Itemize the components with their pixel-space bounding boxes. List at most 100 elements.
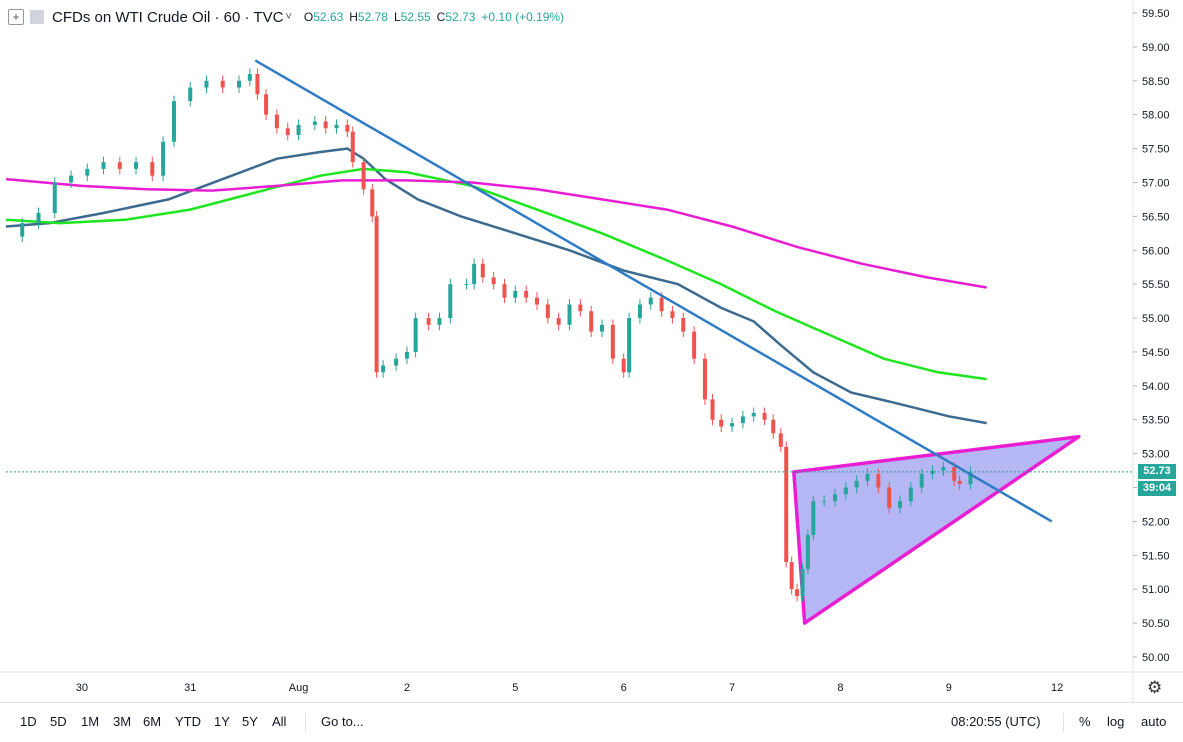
candle-body <box>930 470 935 474</box>
last-price-tag: 52.73 <box>1138 463 1176 479</box>
y-tick-label: 55.00 <box>1142 313 1170 325</box>
candle-body <box>370 189 375 217</box>
range-5d-button[interactable]: 5D <box>50 714 67 729</box>
candle-body <box>204 80 209 88</box>
range-1d-button[interactable]: 1D <box>20 714 37 729</box>
clock-readout[interactable]: 08:20:55 (UTC) <box>951 714 1041 729</box>
y-tick-label: 56.00 <box>1142 245 1170 257</box>
candle-body <box>491 277 496 285</box>
candle-body <box>161 141 166 176</box>
candle-body <box>762 412 767 420</box>
candle-body <box>789 562 794 590</box>
candle-body <box>334 124 339 129</box>
log-scale-button[interactable]: log <box>1107 714 1125 729</box>
candle-body <box>285 128 290 136</box>
candle-body <box>854 480 859 488</box>
candle-body <box>394 358 399 366</box>
range-1m-button[interactable]: 1M <box>81 714 100 729</box>
candle-body <box>681 318 686 332</box>
candle-body <box>171 101 176 142</box>
candle-body <box>255 74 260 95</box>
candle-body <box>710 399 715 420</box>
x-tick-label: 30 <box>76 682 88 694</box>
candle-body <box>188 87 193 102</box>
candle-body <box>784 446 789 563</box>
percent-scale-button[interactable]: % <box>1079 714 1091 729</box>
candle-body <box>822 501 827 503</box>
x-tick-label: 7 <box>729 682 735 694</box>
candle-body <box>811 501 816 535</box>
candle-body <box>101 162 106 169</box>
candle-body <box>778 433 783 447</box>
candle-body <box>659 297 664 312</box>
add-symbol-icon[interactable]: + <box>8 9 24 25</box>
candle-body <box>919 473 924 488</box>
auto-scale-button[interactable]: auto <box>1141 714 1167 729</box>
candle-body <box>952 467 957 481</box>
symbol-title[interactable]: CFDs on WTI Crude Oil · 60 · TVC <box>52 8 284 26</box>
candle-body <box>670 311 675 319</box>
candle-body <box>404 351 409 359</box>
candle-body <box>957 480 962 485</box>
x-tick-label: 12 <box>1051 682 1063 694</box>
y-tick-label: 53.00 <box>1142 449 1170 461</box>
y-tick-label: 59.50 <box>1142 8 1170 20</box>
candle-body <box>236 80 241 88</box>
candle-body <box>968 471 973 485</box>
candle-body <box>524 290 529 298</box>
chevron-down-icon[interactable]: ˅ <box>285 11 292 23</box>
y-tick-label: 57.50 <box>1142 144 1170 156</box>
countdown-tag: 39:04 <box>1138 480 1176 496</box>
hide-legend-icon[interactable] <box>30 10 44 24</box>
candle-body <box>795 589 800 596</box>
y-tick-label: 54.50 <box>1142 347 1170 359</box>
x-tick-label: 6 <box>621 682 627 694</box>
gear-icon[interactable]: ⚙ <box>1147 678 1163 697</box>
range-ytd-button[interactable]: YTD <box>175 714 201 729</box>
ma-mid-line[interactable] <box>5 167 987 381</box>
y-tick-label: 51.50 <box>1142 550 1170 562</box>
candle-body <box>134 162 139 169</box>
bottom-toolbar: 1D 5D 1M 3M 6M YTD 1Y 5Y All Go to... 08… <box>0 702 1183 742</box>
y-tick-label: 52.00 <box>1142 516 1170 528</box>
candle-body <box>771 419 776 434</box>
candle-body <box>740 416 745 424</box>
go-to-button[interactable]: Go to... <box>321 714 364 729</box>
candle-body <box>545 304 550 319</box>
candle-body <box>220 80 225 88</box>
candle-body <box>751 412 756 417</box>
ma-fast-line[interactable] <box>5 147 987 425</box>
range-6m-button[interactable]: 6M <box>143 714 162 729</box>
candle-body <box>413 318 418 352</box>
range-1y-button[interactable]: 1Y <box>214 714 230 729</box>
trendline[interactable] <box>254 59 1053 523</box>
range-5y-button[interactable]: 5Y <box>242 714 258 729</box>
candle-body <box>702 358 707 400</box>
candle-body <box>692 331 697 359</box>
low-value: L52.55 <box>393 10 431 24</box>
change-value: +0.10 (+0.19%) <box>481 10 565 24</box>
candle-body <box>345 124 350 132</box>
candle-body <box>296 124 301 136</box>
high-value: H52.78 <box>349 10 388 24</box>
y-tick-label: 50.50 <box>1142 618 1170 630</box>
candle-body <box>800 568 805 596</box>
candle-body <box>578 304 583 312</box>
x-tick-label: Aug <box>289 682 309 694</box>
y-tick-label: 55.50 <box>1142 279 1170 291</box>
x-tick-label: 31 <box>184 682 196 694</box>
x-tick-label: 9 <box>946 682 952 694</box>
candle-body <box>502 284 507 298</box>
candle-body <box>264 94 269 115</box>
y-tick-label: 56.50 <box>1142 211 1170 223</box>
range-all-button[interactable]: All <box>272 714 287 729</box>
candle-body <box>887 487 892 508</box>
candle-body <box>69 175 74 183</box>
candle-body <box>805 534 810 569</box>
price-chart[interactable]: 50.0050.5051.0051.5052.0052.5053.0053.50… <box>0 0 1183 702</box>
ma-slow-line[interactable] <box>5 177 987 289</box>
range-3m-button[interactable]: 3M <box>113 714 132 729</box>
candle-body <box>898 501 903 508</box>
candle-body <box>448 284 453 319</box>
candle-body <box>627 318 632 373</box>
